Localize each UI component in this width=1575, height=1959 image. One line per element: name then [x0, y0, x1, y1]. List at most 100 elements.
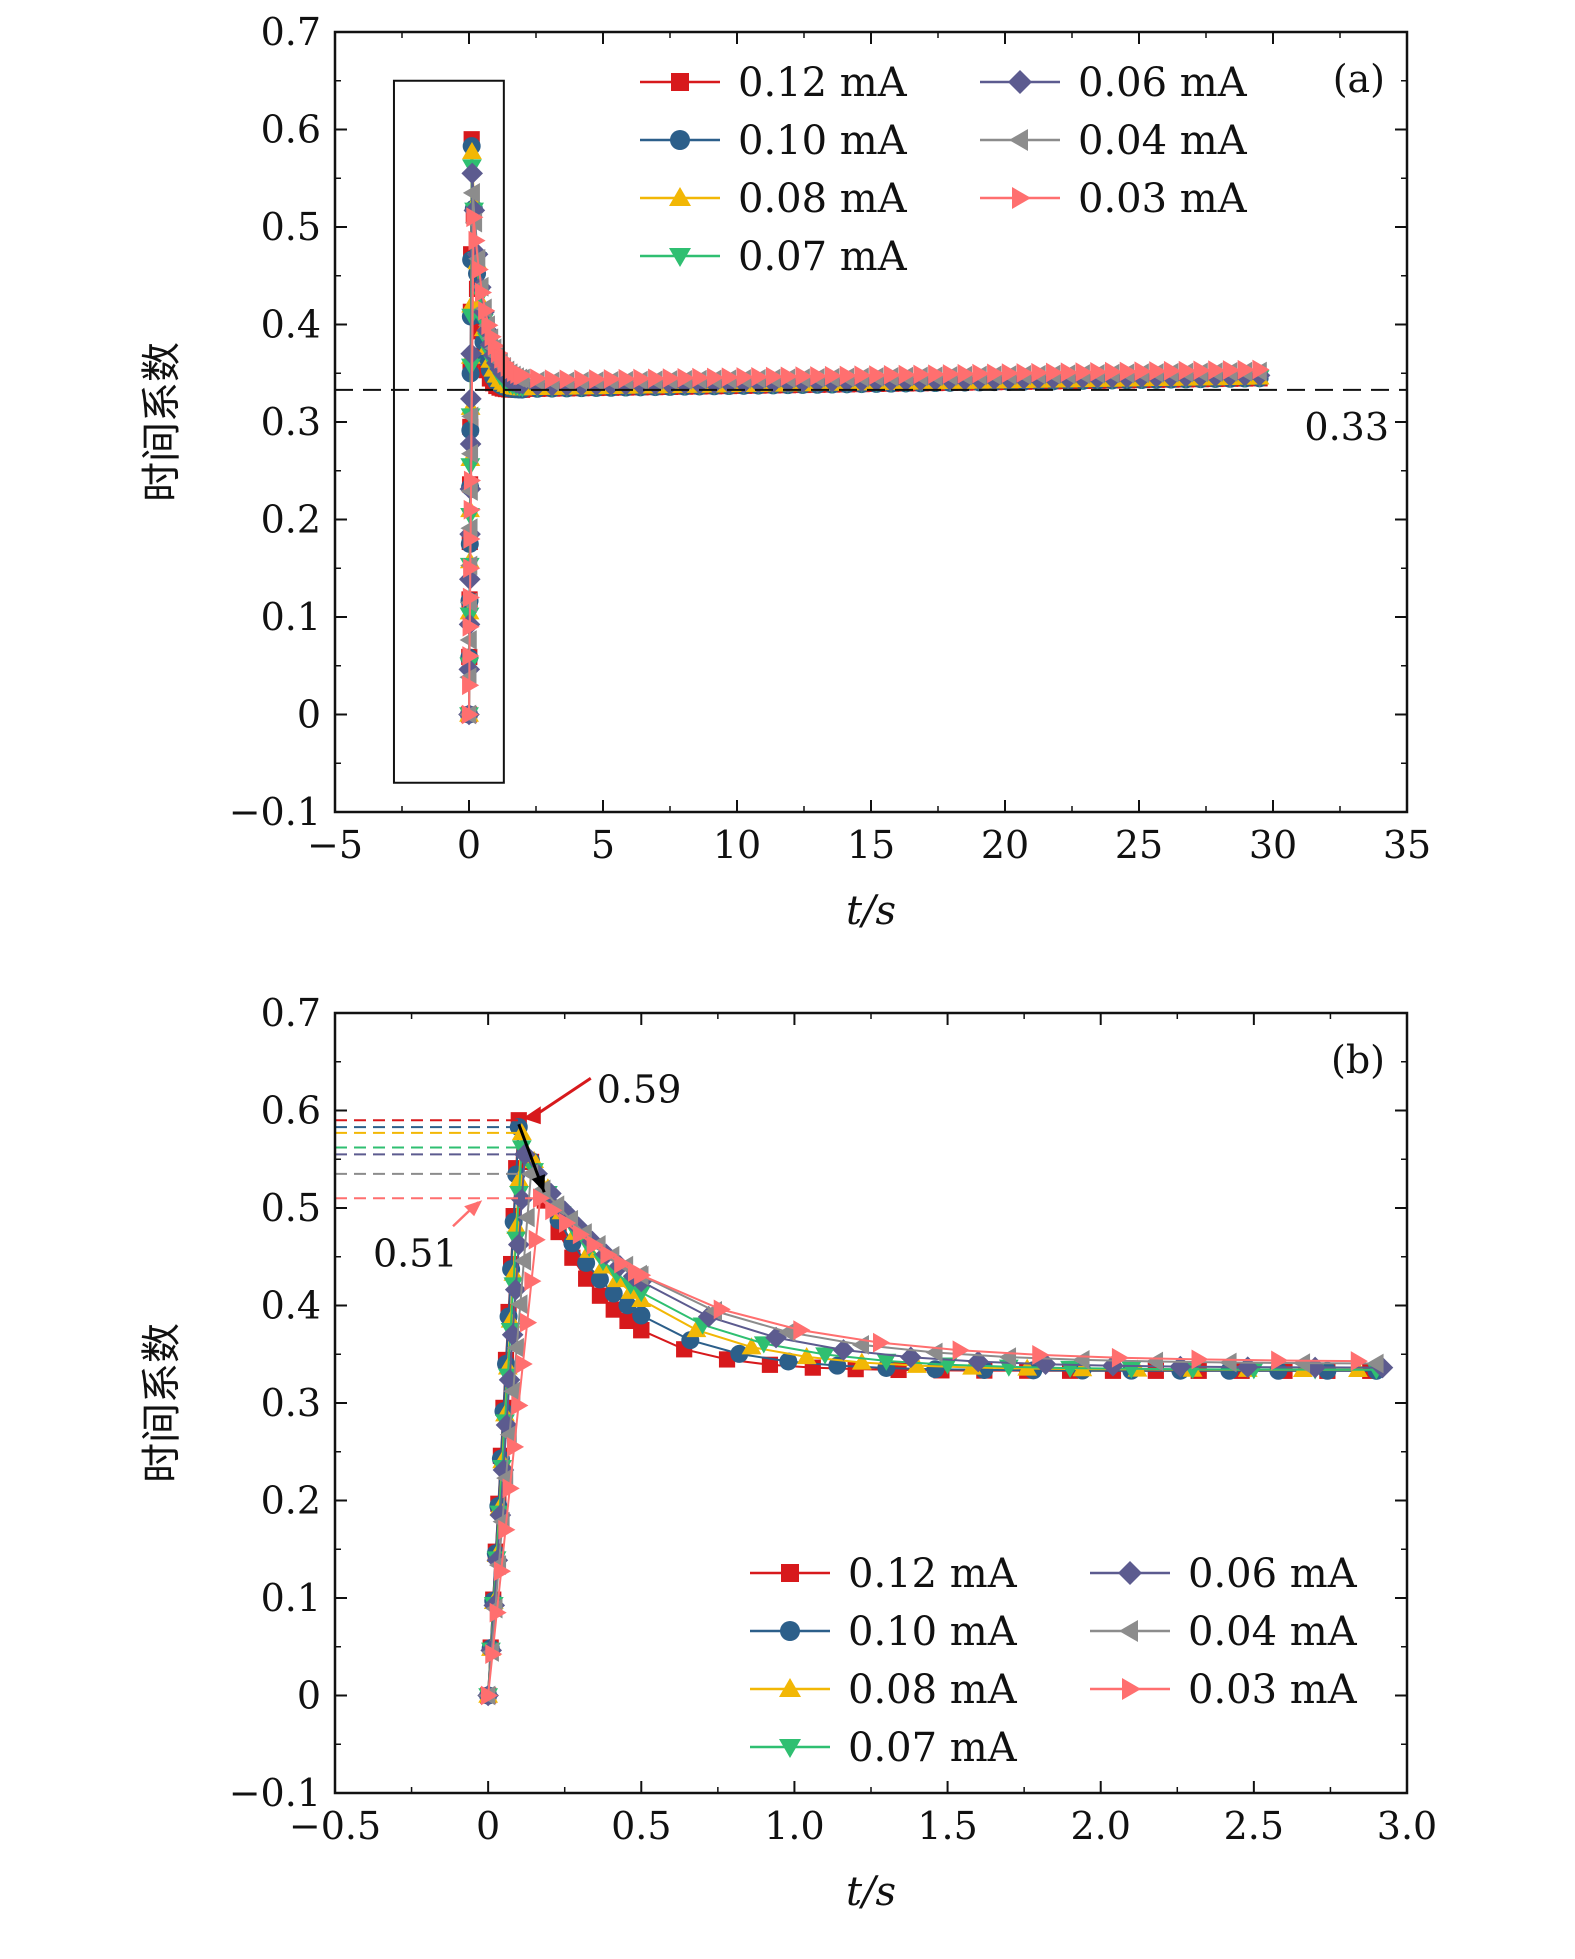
legend-label: 0.10 mA — [848, 1609, 1018, 1655]
data-point — [765, 366, 784, 387]
legend-item: 0.08 mA — [640, 176, 908, 222]
data-point — [618, 1296, 637, 1315]
data-point — [461, 162, 484, 185]
data-point — [851, 1352, 872, 1370]
legend-marker — [779, 1739, 801, 1758]
data-point — [780, 366, 798, 387]
data-point — [648, 368, 666, 389]
data-point — [832, 1339, 855, 1361]
legend-marker — [669, 248, 691, 267]
data-point — [1105, 361, 1123, 382]
y-tick-label: 0.2 — [261, 498, 321, 542]
data-point — [810, 366, 828, 386]
legend-marker — [669, 187, 691, 206]
x-tick-label: 5 — [591, 823, 615, 867]
series-line — [468, 139, 1260, 715]
x-tick-label: 0 — [476, 1804, 500, 1848]
data-point — [461, 704, 479, 725]
data-point — [511, 1395, 529, 1416]
peak-max-arrow-head — [522, 1106, 541, 1125]
series-line — [468, 217, 1260, 715]
data-point — [1075, 362, 1093, 383]
data-point — [471, 259, 489, 280]
legend-item: 0.07 mA — [750, 1725, 1018, 1771]
legend-item: 0.07 mA — [640, 234, 908, 280]
legend-label: 0.04 mA — [1188, 1609, 1358, 1655]
data-point — [564, 1249, 581, 1266]
y-tick-label: 0.1 — [261, 595, 321, 639]
data-point — [633, 1322, 650, 1339]
legend-marker — [670, 130, 690, 150]
data-point — [713, 1299, 731, 1320]
series-line — [468, 146, 1260, 715]
data-point — [793, 1320, 811, 1341]
data-point — [952, 1340, 970, 1361]
legend-item: 0.03 mA — [1090, 1667, 1358, 1713]
data-point — [1237, 359, 1255, 380]
legend-marker — [1008, 70, 1032, 94]
plot-area — [477, 1112, 1394, 1707]
y-tick-label: 0.7 — [261, 10, 321, 54]
peak-min-arrow-head — [464, 1200, 483, 1217]
legend-marker — [1012, 187, 1031, 209]
legend-marker — [1122, 1678, 1141, 1700]
data-point — [499, 1424, 517, 1445]
data-point — [498, 1519, 516, 1540]
y-tick-label: 0.6 — [261, 1089, 321, 1133]
data-point — [686, 1320, 707, 1338]
x-tick-label: 30 — [1249, 823, 1297, 867]
data-point — [577, 1253, 596, 1272]
x-axis-title: t/s — [846, 1869, 896, 1915]
data-point — [544, 369, 562, 390]
data-point — [721, 367, 739, 388]
data-point — [1149, 361, 1167, 381]
peak-min-label: 0.51 — [373, 1231, 458, 1275]
legend-item: 0.04 mA — [980, 118, 1248, 164]
data-point — [1163, 360, 1182, 381]
legend-marker — [781, 1564, 799, 1582]
data-point — [530, 368, 548, 389]
legend-label: 0.06 mA — [1078, 60, 1248, 106]
data-point — [463, 529, 481, 549]
legend-item: 0.06 mA — [1090, 1551, 1358, 1597]
plot-area — [458, 131, 1271, 726]
data-point — [506, 1436, 525, 1457]
y-tick-label: 0.3 — [261, 1381, 321, 1425]
data-point — [677, 368, 695, 388]
legend-label: 0.07 mA — [848, 1725, 1018, 1771]
y-tick-label: 0.6 — [261, 108, 321, 152]
panel-a-chart: −5 0 5 10 15 20 25 30 35 −0.1 0 0.1 0.2 0.3 0.4 0.5 0.6 0… — [139, 10, 1431, 934]
data-point — [796, 1346, 817, 1365]
legend-item: 0.10 mA — [750, 1609, 1018, 1655]
x-tick-label: 25 — [1115, 823, 1163, 867]
trend-arrow-head — [531, 1174, 545, 1193]
data-point — [1145, 1351, 1164, 1372]
data-point — [876, 1353, 897, 1371]
data-point — [506, 1337, 524, 1358]
legend-item: 0.12 mA — [640, 60, 908, 106]
data-point — [751, 366, 769, 387]
y-tick-label: 0.3 — [261, 400, 321, 444]
series-0-08-mA — [459, 142, 1270, 722]
legend-marker — [1009, 129, 1028, 151]
data-point — [972, 363, 990, 384]
data-point — [462, 587, 480, 608]
legend-marker — [1118, 1561, 1142, 1585]
data-point — [692, 367, 710, 388]
data-point — [502, 1478, 520, 1499]
legend-label: 0.04 mA — [1078, 118, 1248, 164]
data-point — [519, 1312, 538, 1333]
data-point — [1350, 1351, 1368, 1371]
data-point — [942, 364, 960, 384]
data-point — [559, 1213, 577, 1233]
data-point — [900, 1346, 922, 1369]
data-point — [907, 1355, 927, 1373]
legend-marker — [671, 73, 689, 91]
data-point — [633, 368, 651, 389]
data-point — [1252, 359, 1270, 380]
data-point — [839, 365, 857, 386]
data-point — [779, 1352, 798, 1371]
y-tick-label: 0.2 — [261, 1479, 321, 1523]
series-0-03-mA — [461, 207, 1270, 725]
data-point — [761, 1356, 779, 1373]
